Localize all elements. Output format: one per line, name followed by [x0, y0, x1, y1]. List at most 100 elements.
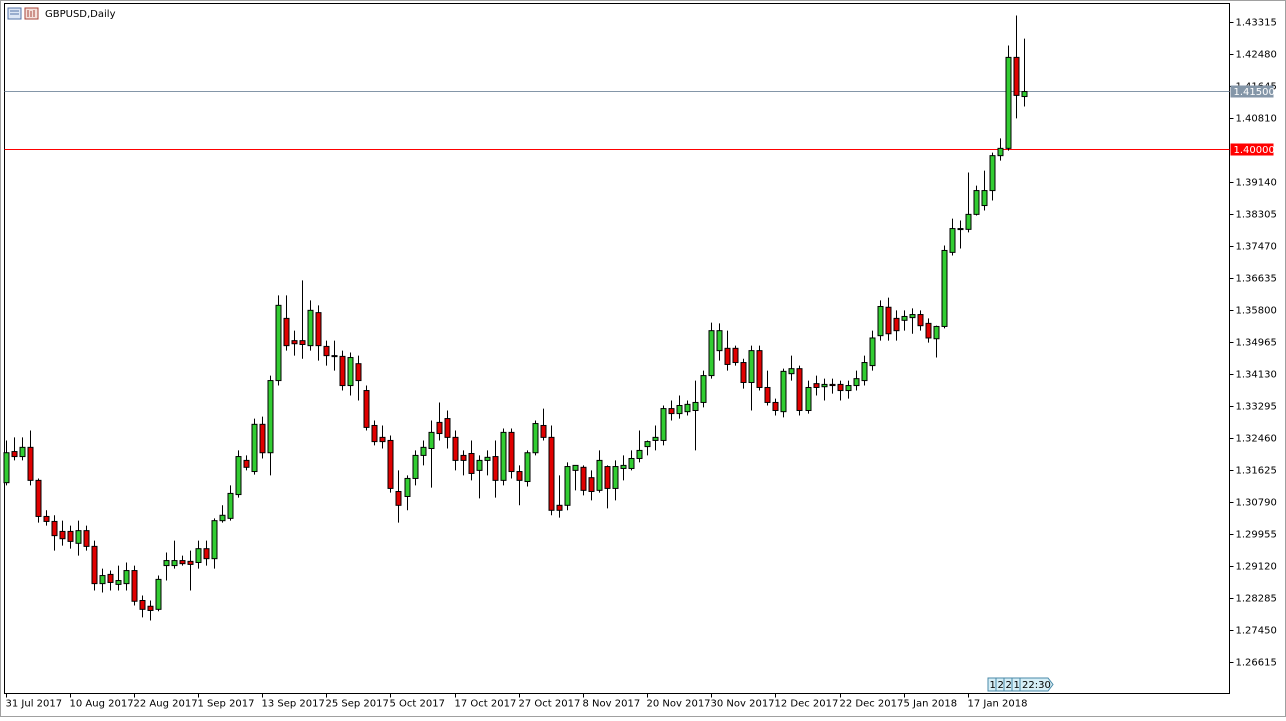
candle-body-down: [259, 423, 266, 454]
price-label-box: [1230, 143, 1274, 156]
candle-body-up: [476, 459, 483, 471]
candle-body-up: [500, 431, 507, 481]
candle-body-down: [315, 312, 322, 347]
candle-body-down: [363, 390, 370, 428]
x-tick-label: 20 Nov 2017: [647, 699, 711, 710]
candle-body-down: [772, 401, 779, 412]
candle-body-up: [195, 548, 202, 564]
chart-title: GBPUSD,Daily: [45, 9, 116, 20]
candle-body-down: [371, 424, 378, 443]
candle-body-up: [644, 441, 651, 448]
y-tick-label: 1.42480: [1236, 50, 1277, 61]
candle-body-up: [307, 309, 314, 347]
candle-body-up: [123, 570, 130, 585]
candle-body-down: [732, 347, 739, 364]
candle-body-up: [660, 408, 667, 441]
y-tick-label: 1.27450: [1236, 626, 1277, 637]
candle-body-up: [428, 431, 435, 450]
x-tick-label: 31 Jul 2017: [6, 699, 63, 710]
x-tick-label: 8 Nov 2017: [583, 699, 641, 710]
session-label: 2: [1006, 680, 1012, 691]
candle-body-down: [468, 452, 475, 474]
x-tick-label: 10 Aug 2017: [70, 699, 134, 710]
session-label: 1: [990, 680, 996, 691]
y-tick-label: 1.35800: [1236, 306, 1277, 317]
session-label: 1: [1014, 680, 1020, 691]
candle-body-up: [853, 378, 860, 387]
candle-body-up: [420, 446, 427, 456]
x-tick-label: 13 Sep 2017: [262, 699, 325, 710]
candle-body-down: [813, 383, 820, 388]
x-tick-label: 17 Jan 2018: [968, 699, 1028, 710]
candle-body-up: [267, 380, 274, 454]
candle-body-up: [973, 190, 980, 215]
candle-body-up: [941, 249, 948, 327]
candle-body-down: [917, 314, 924, 327]
candle-body-down: [59, 530, 66, 540]
candle-body-down: [83, 530, 90, 547]
y-tick-label: 1.40810: [1236, 114, 1277, 125]
y-tick-label: 1.38305: [1236, 210, 1277, 221]
candle-body-down: [764, 386, 771, 403]
candle-body-up: [211, 520, 218, 560]
candle-body-down: [580, 466, 587, 491]
candle-body-up: [227, 492, 234, 519]
candle-body-down: [323, 345, 330, 357]
x-tick-label: 22 Dec 2017: [840, 699, 904, 710]
y-tick-label: 1.32460: [1236, 434, 1277, 445]
candle-body-up: [612, 466, 619, 489]
candle-body-up: [821, 383, 828, 388]
candle-body-down: [893, 317, 900, 332]
x-tick-label: 12 Dec 2017: [775, 699, 839, 710]
candle-body-up: [949, 228, 956, 253]
x-tick-label: 22 Aug 2017: [134, 699, 198, 710]
candle-body-up: [652, 436, 659, 441]
candle-body-up: [636, 449, 643, 459]
x-tick-label: 17 Oct 2017: [455, 699, 517, 710]
y-tick-label: 1.30790: [1236, 498, 1277, 509]
candle-body-down: [43, 515, 50, 522]
candle-body-down: [139, 599, 146, 610]
candle-body-up: [1021, 91, 1028, 98]
candle-body-up: [235, 456, 242, 496]
candle-body-up: [805, 386, 812, 412]
y-tick-label: 1.37470: [1236, 242, 1277, 253]
candle-body-down: [203, 548, 210, 560]
candle-body-down: [379, 436, 386, 443]
candle-body-down: [283, 317, 290, 347]
y-tick-label: 1.34130: [1236, 370, 1277, 381]
candle-body-up: [404, 477, 411, 497]
candle-body-up: [909, 314, 916, 319]
candle-body-up: [989, 155, 996, 192]
candle-body-down: [107, 573, 114, 583]
y-tick-label: 1.43315: [1236, 18, 1277, 29]
x-tick-label: 1 Sep 2017: [198, 699, 255, 710]
candle-body-down: [516, 471, 523, 481]
candle-body-up: [788, 368, 795, 375]
candle-body-down: [588, 477, 595, 492]
candle-body-up: [700, 375, 707, 403]
candle-body-down: [540, 424, 547, 438]
x-tick-label: 25 Sep 2017: [326, 699, 389, 710]
y-tick-label: 1.29955: [1236, 530, 1277, 541]
candle-body-up: [901, 315, 908, 321]
candle-body-up: [708, 330, 715, 377]
price-label: 1.41500: [1234, 87, 1275, 98]
candle-body-up: [933, 325, 940, 340]
candle-body-up: [965, 213, 972, 230]
candle-body-down: [291, 340, 298, 345]
candle-body-up: [524, 452, 531, 483]
candle-body-down: [51, 520, 58, 537]
candle-body-down: [756, 350, 763, 388]
candle-body-up: [484, 456, 491, 461]
x-tick-label: 30 Nov 2017: [711, 699, 775, 710]
candle-body-down: [556, 504, 563, 511]
countdown-box: [1019, 677, 1054, 692]
y-tick-label: 1.31625: [1236, 466, 1277, 477]
candle-body-down: [604, 466, 611, 489]
x-tick-label: 5 Oct 2017: [390, 699, 445, 710]
candle-body-down: [452, 436, 459, 461]
candle-body-up: [251, 423, 258, 473]
candle-body-up: [692, 401, 699, 412]
candles: [3, 15, 1028, 621]
